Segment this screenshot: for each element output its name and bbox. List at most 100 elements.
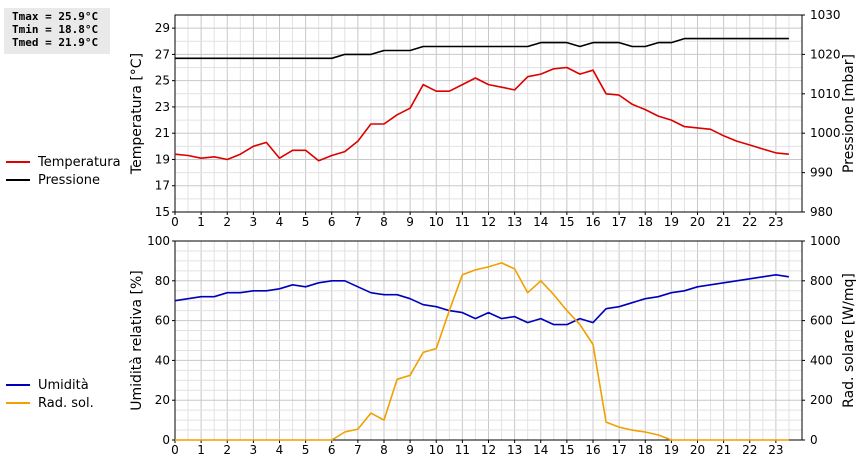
y2-tick-label: 1010 [810,87,841,101]
x-tick-label: 14 [533,215,548,229]
x-tick-label: 4 [276,443,284,457]
x-tick-label: 8 [380,215,388,229]
x-tick-label: 0 [171,215,179,229]
legend-swatch-umidita [6,384,30,386]
y2-tick-label: 200 [810,393,833,407]
x-tick-label: 15 [559,215,574,229]
y-tick-label: 17 [155,179,170,193]
x-tick-label: 20 [690,215,705,229]
x-tick-label: 6 [328,443,336,457]
y-tick-label: 100 [147,234,170,248]
x-tick-label: 8 [380,443,388,457]
legend-label-temperatura: Temperatura [38,154,121,170]
legend-label-pressione: Pressione [38,172,101,188]
y2-tick-label: 980 [810,205,833,219]
x-tick-label: 17 [611,215,626,229]
x-tick-label: 19 [664,443,679,457]
x-tick-label: 16 [585,443,600,457]
x-tick-label: 5 [302,443,310,457]
legend-label-radsol: Rad. sol. [38,395,94,411]
legend-item-temperatura: Temperatura [6,153,121,171]
y2-tick-label: 0 [810,433,818,447]
series-line-rad-sol [175,262,789,441]
stats-box: Tmax = 25.9°C Tmin = 18.8°C Tmed = 21.9°… [4,8,110,54]
x-tick-label: 21 [716,215,731,229]
legend-item-pressione: Pressione [6,171,121,189]
y-tick-label: 40 [155,353,170,367]
y-tick-label: 29 [155,21,170,35]
x-tick-label: 10 [429,443,444,457]
x-tick-label: 2 [223,215,231,229]
x-tick-label: 4 [276,215,284,229]
y-tick-label: 60 [155,314,170,328]
x-tick-label: 15 [559,443,574,457]
x-tick-label: 9 [406,443,414,457]
x-tick-label: 10 [429,215,444,229]
y2-tick-label: 1030 [810,8,841,22]
x-tick-label: 0 [171,443,179,457]
series-line-pressione [175,37,789,60]
x-tick-label: 11 [455,215,470,229]
x-tick-label: 12 [481,215,496,229]
x-tick-label: 23 [768,443,783,457]
x-tick-label: 22 [742,443,757,457]
y-tick-label: 23 [155,100,170,114]
y2-tick-label: 1020 [810,47,841,61]
x-tick-label: 12 [481,443,496,457]
y-tick-label: 21 [155,126,170,140]
y2-tick-label: 1000 [810,126,841,140]
x-tick-label: 17 [611,443,626,457]
legend-swatch-radsol [6,402,30,404]
y-tick-label: 27 [155,47,170,61]
x-tick-label: 21 [716,443,731,457]
x-tick-label: 19 [664,215,679,229]
x-tick-label: 18 [638,215,653,229]
legend-item-umidita: Umidità [6,376,94,394]
chart-humidity-radiation: 0 1 2 3 4 5 6 7 8 9 10 11 12 13 14 15 16 17 18 19 20 21 22 2302… [129,234,857,457]
x-tick-label: 16 [585,215,600,229]
y2-axis-label: Rad. solare [W/mq] [841,273,857,408]
y2-tick-label: 600 [810,314,833,328]
x-tick-label: 18 [638,443,653,457]
x-tick-label: 3 [250,215,258,229]
tmax-text: Tmax = 25.9°C [12,10,99,23]
y2-axis-label: Pressione [mbar] [841,54,857,173]
legend-swatch-pressione [6,179,30,181]
y-tick-label: 80 [155,274,170,288]
series-line-temperatura [174,66,789,162]
x-tick-label: 13 [507,443,522,457]
x-tick-label: 22 [742,215,757,229]
y-tick-label: 19 [155,152,170,166]
x-tick-label: 3 [250,443,258,457]
x-tick-label: 14 [533,443,548,457]
y-tick-label: 25 [155,74,170,88]
legend-swatch-temperatura [6,161,30,163]
legend-item-radsol: Rad. sol. [6,394,94,412]
y-tick-label: 15 [155,205,170,219]
y2-tick-label: 800 [810,274,833,288]
y-tick-label: 0 [162,433,170,447]
y2-tick-label: 990 [810,166,833,180]
x-tick-label: 5 [302,215,310,229]
chart-temperature-pressure: 0 1 2 3 4 5 6 7 8 9 10 11 12 13 14 15 16 17 18 19 20 21 22 2315… [129,8,857,229]
x-tick-label: 20 [690,443,705,457]
x-tick-label: 1 [197,443,205,457]
x-tick-label: 7 [354,443,362,457]
x-tick-label: 13 [507,215,522,229]
x-tick-label: 2 [223,443,231,457]
y-axis-label: Umidità relativa [%] [129,270,145,411]
x-tick-label: 7 [354,215,362,229]
x-tick-label: 1 [197,215,205,229]
y2-tick-label: 400 [810,353,833,367]
x-tick-label: 23 [768,215,783,229]
legend-top: Temperatura Pressione [6,153,121,189]
y2-tick-label: 1000 [810,234,841,248]
x-tick-label: 6 [328,215,336,229]
y-tick-label: 20 [155,393,170,407]
series-line-umidit [174,273,790,326]
legend-label-umidita: Umidità [38,377,89,393]
x-tick-label: 9 [406,215,414,229]
tmed-text: Tmed = 21.9°C [12,36,99,49]
tmin-text: Tmin = 18.8°C [12,23,99,36]
